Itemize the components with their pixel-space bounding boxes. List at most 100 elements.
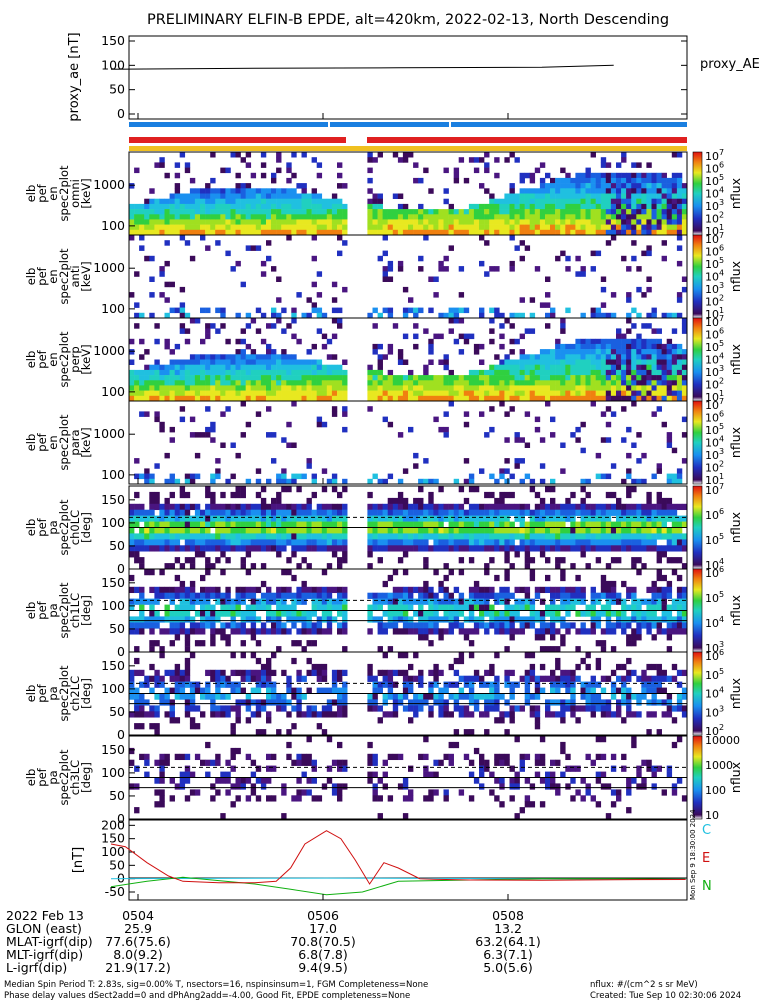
spectrogram-cell bbox=[413, 385, 419, 391]
spectrogram-cell bbox=[372, 395, 378, 402]
spectrogram-cell bbox=[428, 385, 434, 391]
spectrogram-cell bbox=[504, 375, 510, 381]
spectrogram-cell bbox=[179, 307, 186, 314]
spectrogram-cell bbox=[575, 359, 581, 365]
spectrogram-cell bbox=[600, 162, 607, 168]
spectrogram-cell bbox=[235, 209, 241, 215]
spectrogram-cell bbox=[326, 598, 333, 605]
spectrogram-cell bbox=[408, 426, 414, 433]
spectrogram-cell bbox=[534, 188, 541, 194]
spectrogram-cell bbox=[413, 527, 419, 534]
spectrogram-cell bbox=[443, 354, 449, 360]
spectrogram-cell bbox=[605, 224, 612, 231]
spectrogram-cell bbox=[311, 604, 317, 611]
spectrogram-cell bbox=[179, 193, 186, 199]
spectrogram-cell bbox=[676, 229, 683, 236]
spectrogram-cell bbox=[139, 586, 145, 594]
spectrogram-cell bbox=[423, 503, 429, 511]
spectrogram-cell bbox=[529, 557, 536, 564]
spectrogram-cell bbox=[666, 539, 673, 546]
spectrogram-cell bbox=[149, 509, 155, 516]
spectrogram-cell bbox=[164, 338, 170, 345]
spectrogram-cell bbox=[230, 390, 236, 397]
spectrogram-cell bbox=[453, 318, 460, 324]
spectrogram-cell bbox=[225, 509, 231, 516]
spectrogram-cell bbox=[134, 622, 140, 629]
spectrogram-cell bbox=[144, 509, 150, 516]
spectrogram-cell bbox=[555, 349, 561, 355]
spectrogram-cell bbox=[494, 369, 500, 376]
spectrogram-cell bbox=[610, 354, 617, 360]
spectrogram-cell bbox=[316, 622, 323, 629]
spectrogram-cell bbox=[494, 229, 500, 236]
spectrogram-cell bbox=[570, 354, 576, 360]
spectrogram-cell bbox=[169, 349, 175, 355]
spectrogram-cell bbox=[144, 681, 150, 688]
spectrogram-cell bbox=[164, 343, 170, 350]
spectrogram-cell bbox=[570, 209, 576, 215]
spectrogram-cell bbox=[646, 509, 652, 516]
spectrogram-cell bbox=[580, 521, 586, 528]
spectrogram-cell bbox=[479, 235, 485, 241]
spectrogram-cell bbox=[311, 380, 317, 386]
spectrogram-cell bbox=[174, 604, 181, 611]
spectrogram-cell bbox=[560, 681, 566, 688]
spectrogram-cell bbox=[631, 610, 637, 617]
spectrogram-cell bbox=[408, 705, 414, 712]
spectrogram-cell bbox=[494, 214, 500, 220]
spectrogram-cell bbox=[397, 586, 404, 594]
spectrogram-cell bbox=[271, 669, 277, 677]
spectrogram-cell bbox=[575, 203, 581, 210]
spectrogram-cell bbox=[585, 214, 591, 220]
spectrogram-cell bbox=[458, 527, 465, 534]
spectrogram-cell bbox=[134, 214, 140, 220]
spectrogram-cell bbox=[585, 229, 591, 236]
spectrogram-cell bbox=[600, 610, 607, 617]
spectrogram-cell bbox=[154, 533, 160, 540]
spectrogram-cell bbox=[666, 177, 673, 184]
spectrogram-cell bbox=[342, 214, 348, 220]
spectrogram-cell bbox=[519, 229, 525, 236]
spectrogram-cell bbox=[215, 224, 221, 231]
spectrogram-cell bbox=[387, 390, 394, 397]
spectrogram-cell bbox=[245, 390, 252, 397]
spectrogram-cell bbox=[291, 219, 297, 225]
spectrogram-cell bbox=[377, 598, 383, 605]
spectrogram-cell bbox=[245, 545, 252, 552]
spectrogram-cell bbox=[372, 693, 378, 700]
spectrogram-cell bbox=[489, 693, 495, 700]
spectrogram-cell bbox=[651, 224, 657, 231]
spectrogram-cell bbox=[448, 616, 454, 623]
spectrogram-cell bbox=[479, 598, 485, 605]
spectrogram-cell bbox=[189, 193, 196, 199]
spectrogram-cell bbox=[423, 521, 429, 528]
spectrogram-cell bbox=[134, 503, 140, 511]
spectrogram-cell bbox=[458, 333, 465, 340]
spectrogram-cell bbox=[463, 219, 470, 225]
spectrogram-cell bbox=[448, 569, 454, 576]
spectrogram-cell bbox=[443, 527, 449, 534]
spectrogram-cell bbox=[580, 177, 586, 184]
spectrogram-cell bbox=[321, 203, 328, 210]
spectrogram-cell bbox=[504, 437, 510, 443]
spectrogram-cell bbox=[402, 219, 409, 225]
spectrogram-cell bbox=[184, 219, 191, 225]
spectrogram-cell bbox=[316, 604, 323, 611]
spectrogram-cell bbox=[484, 219, 490, 225]
spectrogram-cell bbox=[418, 628, 424, 635]
spectrogram-cell bbox=[215, 628, 221, 635]
spectrogram-cell bbox=[616, 183, 622, 189]
spectrogram-cell bbox=[499, 343, 505, 350]
spectrogram-cell bbox=[550, 307, 556, 314]
spectrogram-cell bbox=[235, 687, 241, 694]
spectrogram-cell bbox=[438, 219, 444, 225]
spectrogram-cell bbox=[205, 521, 211, 528]
spectrogram-cell bbox=[458, 610, 465, 617]
spectrogram-cell bbox=[580, 478, 586, 485]
spectrogram-cell bbox=[342, 183, 348, 189]
spectrogram-cell bbox=[402, 312, 409, 319]
spectrogram-cell bbox=[656, 193, 662, 199]
spectrogram-cell bbox=[418, 521, 424, 528]
spectrogram-cell bbox=[671, 473, 678, 480]
spectrogram-cell bbox=[179, 687, 186, 694]
